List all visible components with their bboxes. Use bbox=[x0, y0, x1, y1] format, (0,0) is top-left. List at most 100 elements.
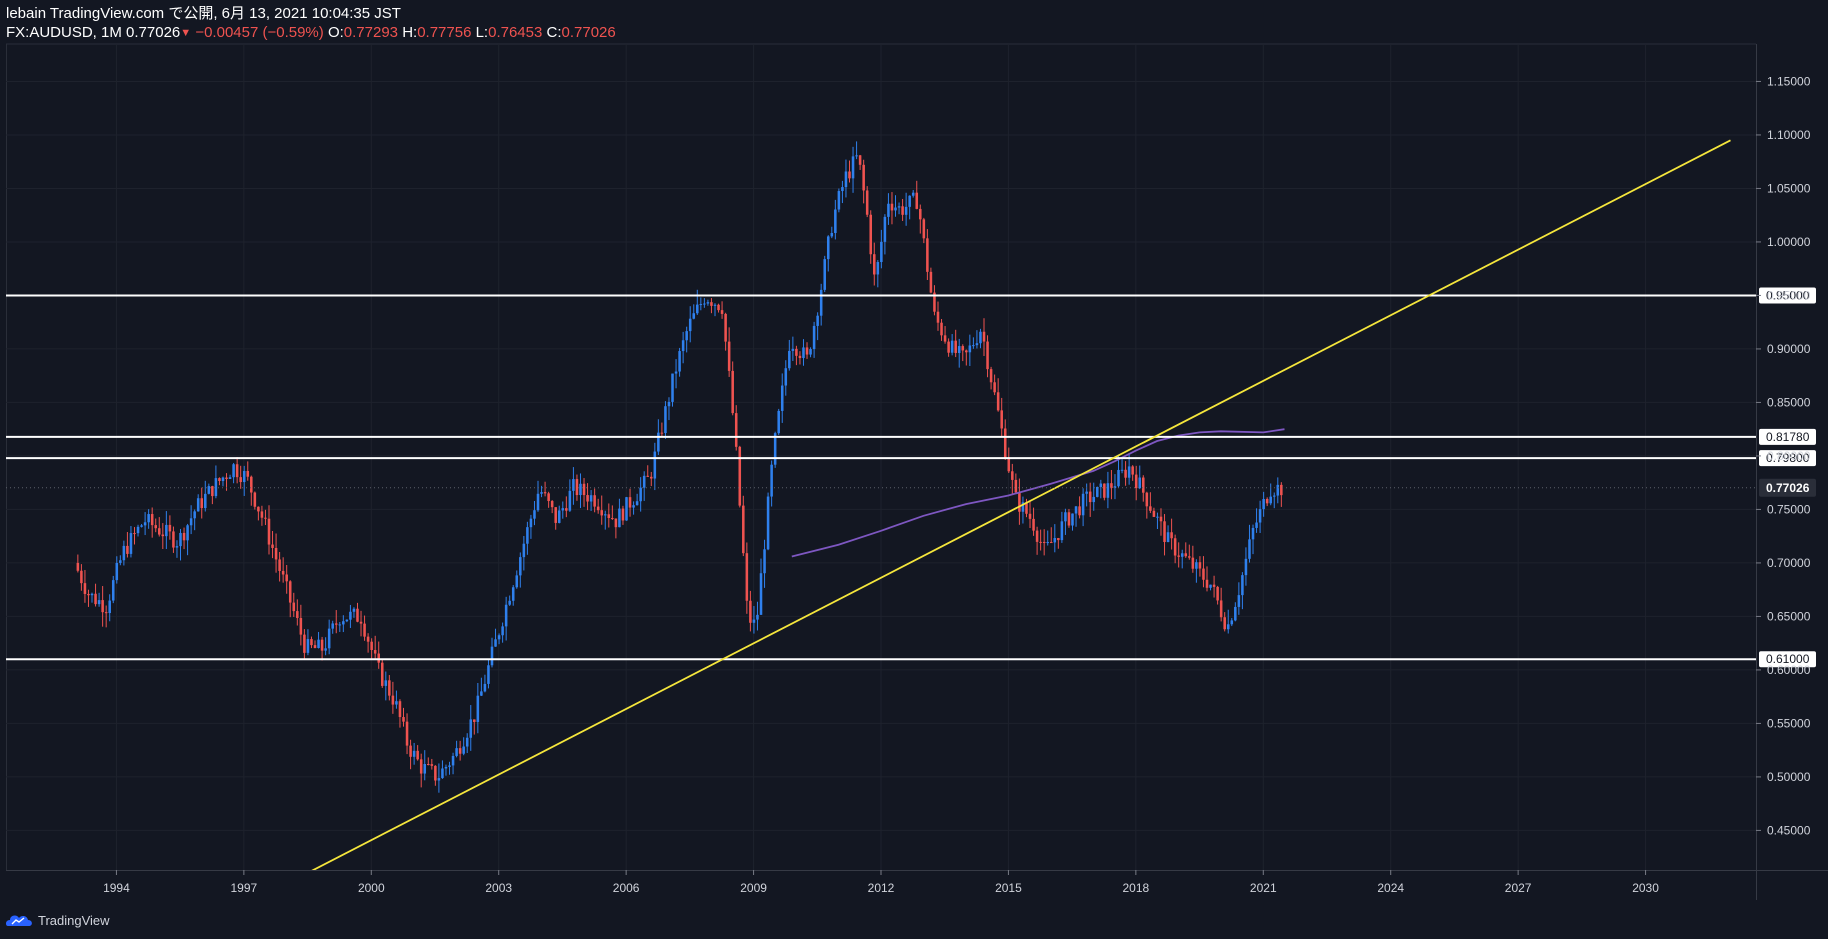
candle-body bbox=[1127, 466, 1131, 478]
candle-body bbox=[745, 553, 749, 601]
candle-body bbox=[1021, 502, 1025, 512]
candle-body bbox=[161, 534, 165, 537]
candle-body bbox=[1188, 556, 1191, 558]
price-axis[interactable]: 0.45000 0.50000 0.55000 0.60000 0.65000 0.700… bbox=[6, 74, 1816, 837]
candle-body bbox=[593, 495, 596, 507]
candle-body bbox=[165, 524, 168, 537]
candle-body bbox=[250, 476, 253, 493]
candle-body bbox=[911, 192, 915, 196]
horizontal-levels[interactable]: 0.95000 0.81780 0.79800 0.61000 bbox=[6, 287, 1816, 668]
candle-body bbox=[706, 302, 710, 304]
candle-body bbox=[635, 501, 639, 506]
candle-body bbox=[961, 346, 965, 351]
candle-body bbox=[890, 203, 894, 211]
price-tick-label: 0.85000 bbox=[1767, 395, 1811, 409]
candle-body bbox=[448, 765, 451, 767]
candle-body bbox=[182, 532, 186, 541]
candle-body bbox=[688, 318, 692, 332]
candle-body bbox=[384, 680, 388, 686]
trendline-drawing[interactable] bbox=[286, 139, 1731, 884]
candle-body bbox=[441, 768, 444, 779]
candle-body bbox=[696, 304, 699, 314]
candle-body bbox=[1265, 498, 1269, 504]
time-tick-label: 2012 bbox=[868, 881, 895, 895]
candle-body bbox=[391, 695, 395, 705]
candle-body bbox=[1163, 521, 1166, 543]
candle-body bbox=[572, 479, 575, 491]
candle-body bbox=[596, 506, 600, 511]
time-tick-label: 1994 bbox=[103, 881, 130, 895]
candle-body bbox=[108, 600, 111, 614]
candle-body bbox=[600, 510, 603, 516]
candle-body bbox=[873, 254, 876, 275]
candle-body bbox=[317, 639, 320, 648]
candle-body bbox=[936, 311, 940, 323]
candle-body bbox=[855, 155, 858, 157]
candle-body bbox=[1173, 538, 1177, 556]
candle-body bbox=[802, 347, 805, 359]
time-tick-label: 2021 bbox=[1250, 881, 1277, 895]
candle-body bbox=[218, 478, 221, 482]
candle-body bbox=[678, 351, 681, 372]
candle-body bbox=[826, 236, 830, 260]
candle-body bbox=[225, 477, 228, 479]
candle-body bbox=[334, 623, 338, 625]
candle-body bbox=[628, 497, 632, 508]
candle-body bbox=[989, 369, 993, 383]
candle-body bbox=[699, 304, 703, 306]
tradingview-logo[interactable]: TradingView bbox=[6, 910, 110, 930]
candle-body bbox=[777, 410, 780, 434]
candle-body bbox=[1099, 483, 1103, 488]
time-axis[interactable]: 1994 1997 2000 2003 2006 2009 2012 2015 2018 2021… bbox=[103, 870, 1659, 895]
candle-body bbox=[419, 759, 423, 774]
price-tick-label: 0.55000 bbox=[1767, 716, 1811, 730]
candle-body bbox=[1258, 509, 1262, 523]
level-price-tag bbox=[1759, 450, 1816, 467]
candle-body bbox=[327, 628, 331, 649]
close-label: C: bbox=[546, 24, 562, 41]
candle-body bbox=[858, 155, 862, 165]
candle-body bbox=[129, 533, 133, 554]
candle-body bbox=[703, 303, 706, 305]
candle-body bbox=[816, 315, 819, 326]
high-label: H: bbox=[402, 24, 418, 41]
candle-body bbox=[788, 350, 791, 369]
candle-body bbox=[664, 406, 667, 434]
candle-body bbox=[434, 765, 437, 781]
candle-body bbox=[710, 302, 713, 306]
last-price: 0.77026 bbox=[126, 24, 181, 41]
candle-body bbox=[1046, 542, 1049, 544]
candle-body bbox=[1064, 512, 1067, 522]
candle-body bbox=[1209, 584, 1212, 588]
candle-body bbox=[1106, 483, 1110, 498]
candle-body bbox=[1134, 474, 1138, 489]
candle-body bbox=[589, 495, 593, 502]
candle-body bbox=[975, 343, 979, 346]
candle-body bbox=[731, 370, 734, 414]
candle-body bbox=[791, 348, 795, 351]
candle-body bbox=[756, 614, 759, 620]
candle-body bbox=[508, 600, 511, 605]
candle-body bbox=[642, 475, 646, 488]
candle-body bbox=[388, 680, 391, 696]
candle-body bbox=[1230, 620, 1234, 625]
candle-body bbox=[211, 486, 214, 497]
candle-body bbox=[770, 464, 773, 497]
candle-body bbox=[228, 477, 232, 479]
candle-body bbox=[356, 608, 359, 622]
candle-body bbox=[795, 348, 798, 356]
candle-body bbox=[310, 639, 313, 646]
candle-body bbox=[880, 241, 883, 263]
candle-body bbox=[494, 639, 497, 647]
candle-body bbox=[685, 331, 688, 341]
candle-body bbox=[1078, 506, 1081, 516]
candle-body bbox=[1248, 539, 1251, 559]
candle-body bbox=[349, 611, 352, 620]
candle-body bbox=[497, 635, 501, 640]
candle-body bbox=[172, 531, 175, 548]
candle-body bbox=[232, 464, 235, 478]
candle-body bbox=[1032, 518, 1035, 531]
candle-body bbox=[738, 446, 742, 506]
symbol-label[interactable]: FX:AUDUSD, 1M bbox=[6, 24, 122, 41]
